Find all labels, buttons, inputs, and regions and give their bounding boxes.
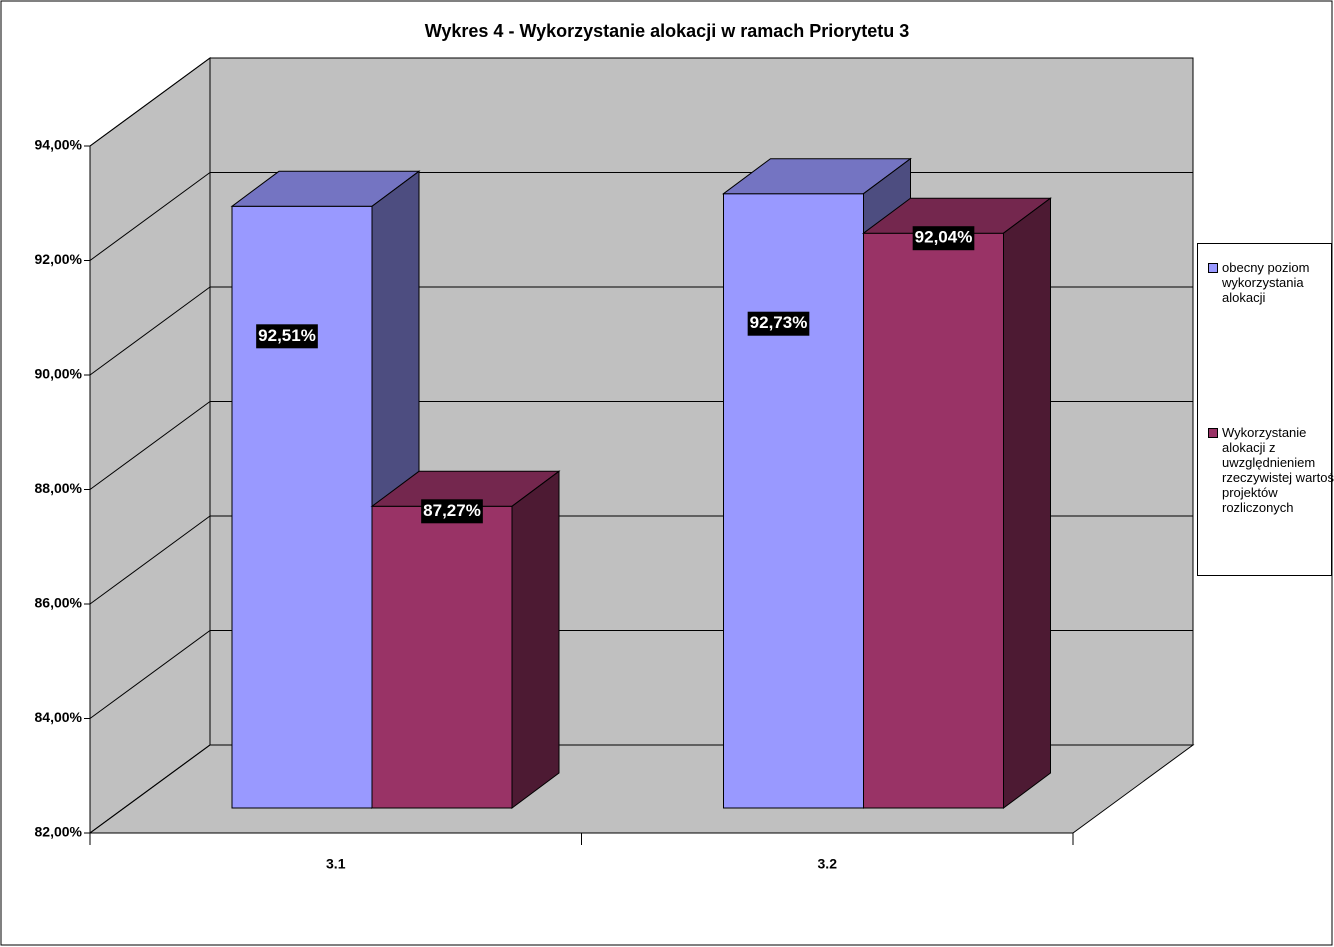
- y-tick-label: 86,00%: [35, 595, 83, 611]
- legend-swatch: [1208, 428, 1218, 438]
- bar-front: [371, 505, 513, 809]
- bar-front: [723, 193, 864, 809]
- grid-line: [89, 286, 211, 376]
- y-tick-label: 92,00%: [35, 251, 83, 267]
- value-label-bg: [421, 499, 483, 524]
- legend-label: Wykorzystanie alokacji z uwzględnieniem …: [1222, 425, 1334, 515]
- y-tick-label: 94,00%: [35, 137, 83, 153]
- value-label: 92,73%: [750, 313, 808, 332]
- bar-side: [511, 470, 560, 809]
- bar-front: [231, 205, 373, 809]
- y-tick-label: 84,00%: [35, 709, 83, 725]
- value-label-bg: [256, 324, 318, 349]
- legend-swatch: [1208, 263, 1218, 273]
- grid-line: [89, 515, 211, 605]
- value-label: 92,51%: [258, 326, 316, 345]
- y-tick-label: 82,00%: [35, 824, 83, 840]
- value-label: 92,04%: [915, 228, 973, 247]
- x-tick-label: 3.2: [818, 856, 838, 872]
- value-label: 87,27%: [423, 501, 481, 520]
- chart-title: Wykres 4 - Wykorzystanie alokacji w rama…: [425, 21, 910, 41]
- grid-line: [89, 172, 211, 261]
- grid-line: [89, 630, 211, 719]
- legend: obecny poziom wykorzystania alokacji Wyko…: [1197, 243, 1334, 576]
- legend-item: obecny poziom wykorzystania alokacji: [1208, 260, 1334, 305]
- y-tick-label: 88,00%: [35, 480, 83, 496]
- bar-front: [863, 232, 1004, 809]
- legend-label: obecny poziom wykorzystania alokacji: [1222, 260, 1310, 305]
- grid-line: [89, 57, 211, 147]
- grid-line: [89, 401, 211, 490]
- bar-side: [1003, 197, 1051, 809]
- x-tick-label: 3.1: [326, 856, 346, 872]
- grid-line: [89, 744, 211, 834]
- value-label-bg: [912, 226, 975, 251]
- value-label-bg: [747, 311, 810, 336]
- y-tick-label: 90,00%: [35, 366, 83, 382]
- legend-item: Wykorzystanie alokacji z uwzględnieniem …: [1208, 425, 1334, 515]
